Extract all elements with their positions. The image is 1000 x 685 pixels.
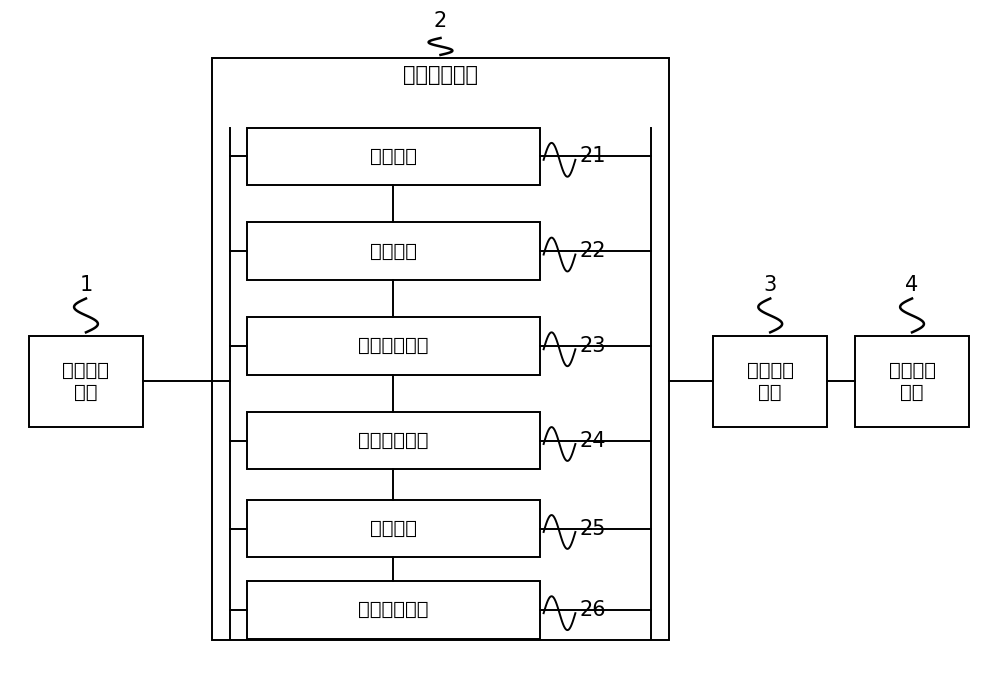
Text: 21: 21 [579, 147, 606, 166]
Text: 图像处理模块: 图像处理模块 [403, 65, 478, 85]
Bar [29, 336, 143, 427]
Text: 1: 1 [79, 275, 93, 295]
Text: 23: 23 [579, 336, 606, 356]
Text: 图像采集
模块: 图像采集 模块 [62, 361, 109, 402]
Text: 指标获取
模块: 指标获取 模块 [747, 361, 794, 402]
Text: 信息提取单元: 信息提取单元 [358, 600, 429, 619]
Text: 24: 24 [579, 431, 606, 451]
Text: 轮廓提取单元: 轮廓提取单元 [358, 336, 429, 356]
Text: 22: 22 [579, 241, 606, 261]
Bar [713, 336, 827, 427]
Bar [247, 500, 540, 558]
Bar [212, 58, 669, 640]
Text: 2: 2 [434, 11, 447, 31]
Text: 行为评估
模块: 行为评估 模块 [889, 361, 936, 402]
Bar [247, 223, 540, 280]
Bar [247, 581, 540, 638]
Text: 25: 25 [579, 519, 606, 538]
Text: 接收单元: 接收单元 [370, 147, 417, 166]
Bar [855, 336, 969, 427]
Bar [247, 317, 540, 375]
Bar [247, 127, 540, 185]
Text: 拟合单元: 拟合单元 [370, 519, 417, 538]
Text: 躯干提取单元: 躯干提取单元 [358, 431, 429, 450]
Text: 滤波单元: 滤波单元 [370, 242, 417, 261]
Bar [247, 412, 540, 469]
Text: 3: 3 [764, 275, 777, 295]
Text: 4: 4 [905, 275, 919, 295]
Text: 26: 26 [579, 600, 606, 620]
